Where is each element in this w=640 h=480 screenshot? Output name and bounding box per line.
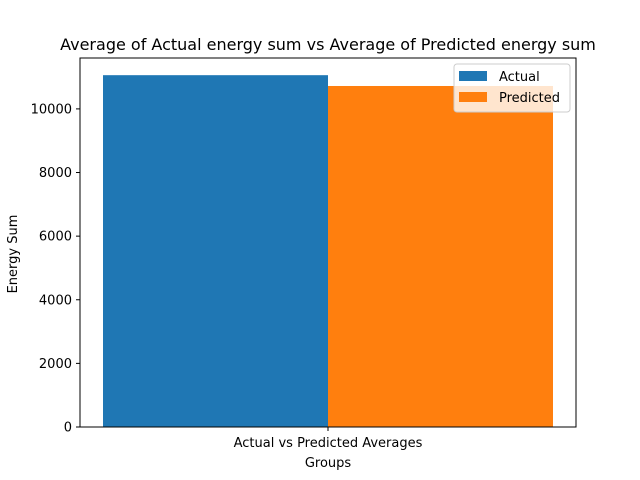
bar-predicted (328, 85, 553, 427)
x-tick-label: Actual vs Predicted Averages (234, 436, 423, 451)
legend-label-predicted: Predicted (499, 91, 560, 106)
y-tick-label: 4000 (39, 293, 72, 308)
legend-swatch-predicted (459, 92, 487, 102)
bar-actual (103, 75, 328, 428)
y-tick-label: 8000 (39, 166, 72, 181)
legend-label-actual: Actual (499, 70, 540, 85)
y-axis-label: Energy Sum (6, 215, 21, 294)
legend-swatch-actual (459, 71, 487, 81)
y-tick-label: 6000 (39, 230, 72, 245)
y-tick-label: 10000 (31, 102, 72, 117)
y-tick-label: 2000 (39, 357, 72, 372)
x-axis-label: Groups (305, 456, 352, 471)
y-tick-label: 0 (64, 421, 72, 436)
chart-title: Average of Actual energy sum vs Average … (60, 35, 596, 54)
plot-area: 0 2000 4000 6000 8000 10000 Actual vs Predicte… (31, 57, 577, 451)
